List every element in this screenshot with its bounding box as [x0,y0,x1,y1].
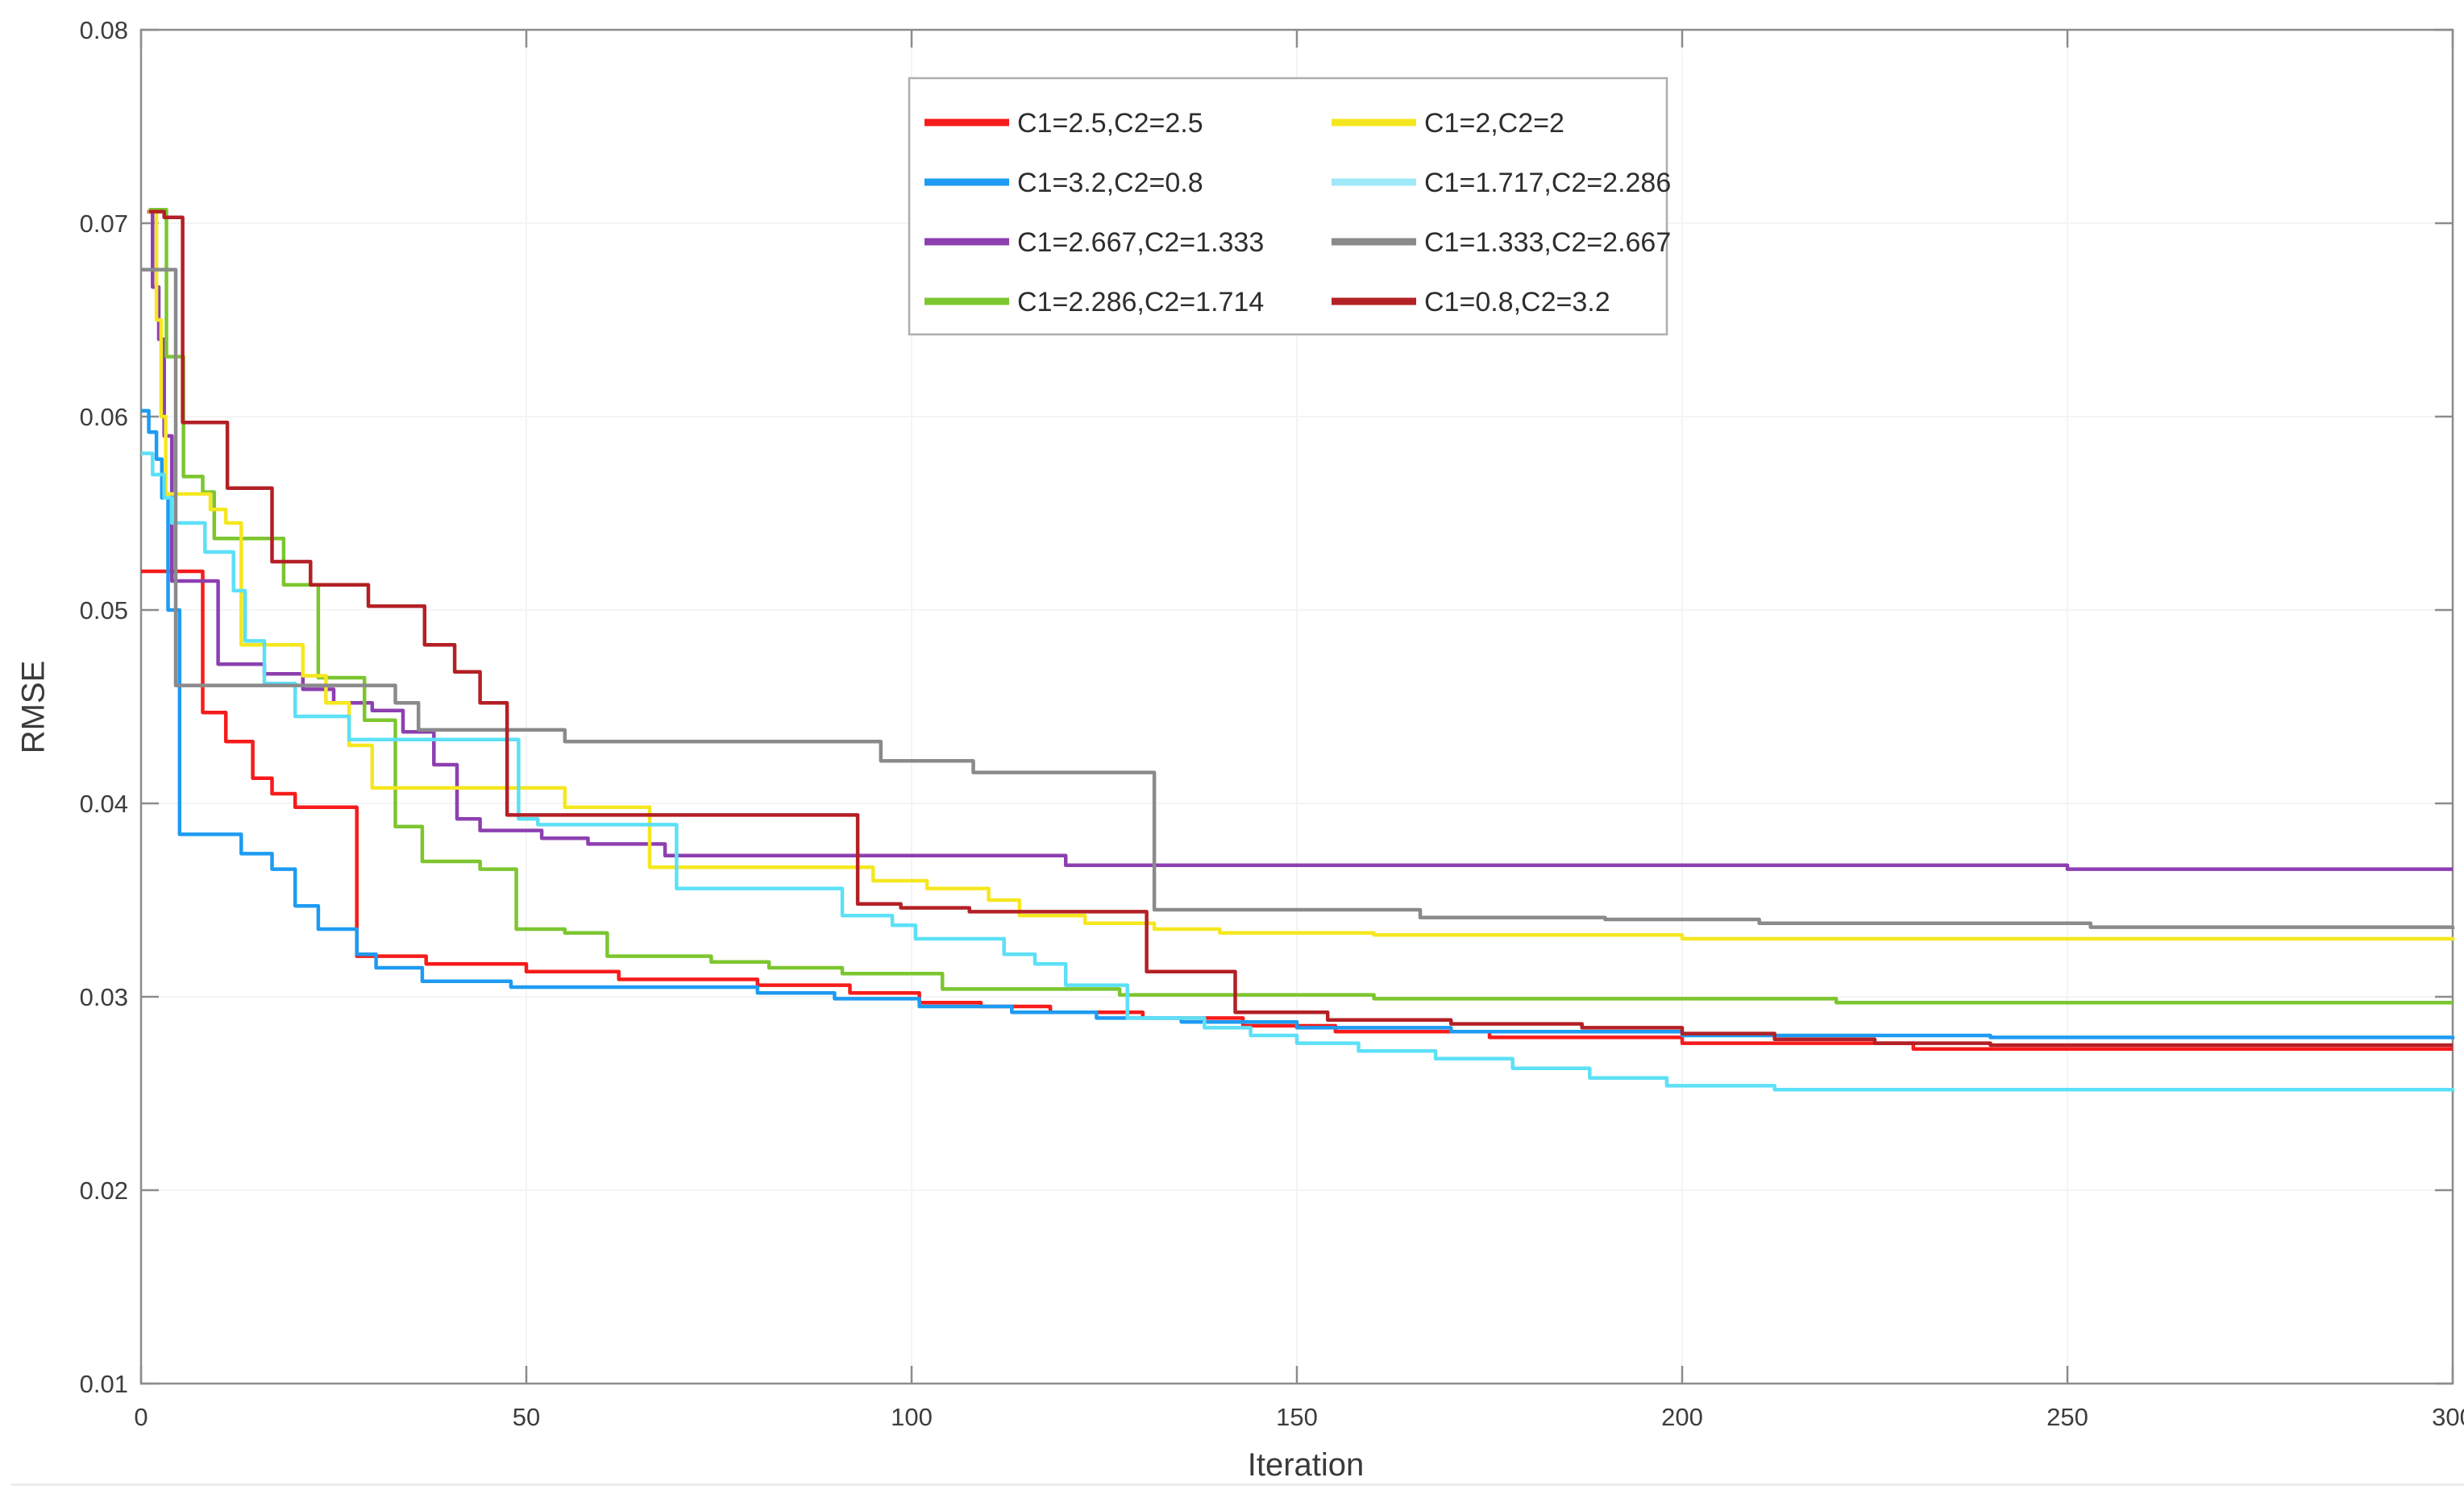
x-tick-label: 150 [1276,1403,1318,1431]
legend-label: C1=1.333,C2=2.667 [1424,227,1671,258]
x-tick-label: 0 [134,1403,148,1431]
legend-label: C1=0.8,C2=3.2 [1424,287,1610,317]
y-tick-label: 0.01 [80,1370,128,1398]
y-tick-label: 0.08 [80,16,128,44]
legend-label: C1=2.286,C2=1.714 [1017,287,1264,317]
x-tick-label: 250 [2046,1403,2088,1431]
series-line-C1=1.717,C2=2.286 [141,451,2455,1092]
legend-label: C1=2.5,C2=2.5 [1017,108,1203,139]
y-axis-title: RMSE [15,660,52,754]
x-tick-label: 300 [2432,1403,2464,1431]
series-line-C1=2.5,C2=2.5 [141,569,2453,1052]
y-tick-label: 0.06 [80,403,128,431]
legend-box [908,77,1668,336]
y-tick-label: 0.07 [80,210,128,238]
series-line-C1=2,C2=2 [148,210,2455,941]
legend-label: C1=1.717,C2=2.286 [1424,168,1671,198]
series-line-C1=0.8,C2=3.2 [148,210,2453,1048]
y-tick-label: 0.05 [80,596,128,625]
series-line-C1=2.286,C2=1.714 [148,207,2453,1005]
legend-label: C1=2,C2=2 [1424,108,1564,139]
series-line-C1=1.333,C2=2.667 [141,268,2455,929]
x-tick-label: 100 [891,1403,933,1431]
y-tick-label: 0.03 [80,983,128,1011]
y-tick-label: 0.04 [80,790,128,818]
legend-label: C1=3.2,C2=0.8 [1017,168,1203,198]
legend-label: C1=2.667,C2=1.333 [1017,227,1264,258]
tick-labels: 0 50 100 150 200 250 300 0.01 0.02 0.03 0.04 0.05 0.… [80,16,2464,1431]
window-bottom-separator [11,1483,2464,1486]
series-lines [141,207,2455,1092]
y-tick-label: 0.02 [80,1176,128,1205]
axis-ticks [139,28,2454,1385]
x-tick-label: 200 [1661,1403,1703,1431]
x-tick-label: 50 [513,1403,540,1431]
legend: C1=2.5,C2=2.5 C1=3.2,C2=0.8 C1=2.667,C2=1.… [908,77,1671,336]
series-line-C1=3.2,C2=0.8 [141,409,2455,1039]
x-axis-title: Iteration [1247,1447,1365,1483]
